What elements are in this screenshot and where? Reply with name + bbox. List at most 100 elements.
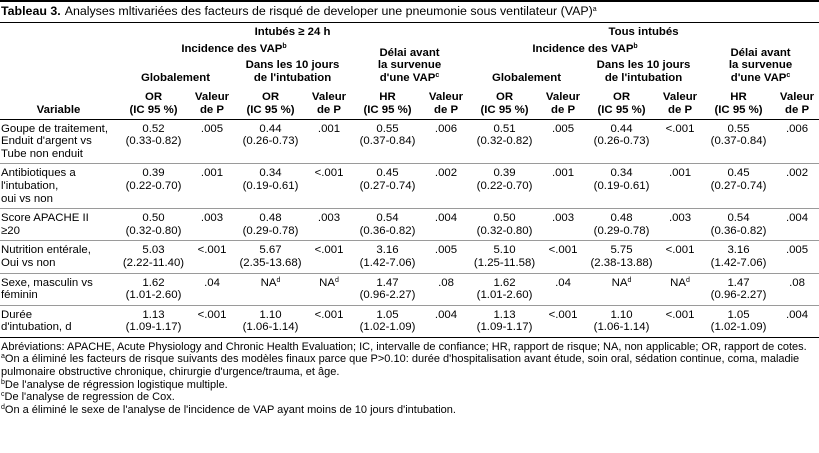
text-line: 0.50 <box>493 212 516 225</box>
text-line: 5.75 <box>610 244 633 257</box>
text-line: 3.16 <box>376 244 399 257</box>
value-cell: 1.10 (1.06-1.14) <box>234 305 307 338</box>
text-line: (1.01-2.60) <box>125 289 182 302</box>
column-header: Valeur de P <box>541 85 586 120</box>
value-cell: .003 <box>307 208 351 242</box>
text-line: Valeur <box>779 91 815 104</box>
text-line: de P <box>433 103 459 116</box>
footnote-text: De l'analyse de régression logistique mu… <box>4 378 228 391</box>
text-line: Tube non enduit <box>1 147 83 160</box>
text-line: .006 <box>434 122 458 135</box>
text-line: .004 <box>434 308 458 321</box>
value-cell: <.001 <box>658 305 703 338</box>
text-line: OR <box>261 91 280 104</box>
value-cell: 1.10 (1.06-1.14) <box>585 305 659 338</box>
value-cell: .004 <box>424 305 469 338</box>
value-cell: .006 <box>424 119 469 165</box>
text: NA <box>319 276 335 289</box>
value-cell: 5.10 (1.25-11.58) <box>468 240 542 274</box>
text-line: l'intubation, <box>1 179 59 192</box>
column-header: Valeur de P <box>775 85 819 120</box>
text-line: <.001 <box>197 308 227 321</box>
text-line: (0.37-0.84) <box>359 135 416 148</box>
subgroup-header: Incidence des VAPb <box>117 40 351 57</box>
text-line: .005 <box>551 122 575 135</box>
text-line: 1.62 <box>493 276 516 289</box>
text-line: 1.05 <box>376 308 399 321</box>
text-line: (1.06-1.14) <box>593 321 650 334</box>
text-line: <.001 <box>665 244 695 257</box>
text-line: Globalement <box>141 71 210 84</box>
group-header: Intubés ≥ 24 h <box>117 23 468 40</box>
column-header: Valeur de P <box>307 85 351 120</box>
superscript: c <box>1 391 5 399</box>
text-line: OR <box>495 91 514 104</box>
text-line: Sexe, masculin vs <box>1 276 93 289</box>
header-row: Globalement Dans les 10 jours de l'intubat… <box>0 56 819 85</box>
text-line: OR <box>612 91 631 104</box>
text-line: .005 <box>434 244 458 257</box>
value-cell: .005 <box>775 240 819 274</box>
text-line: .001 <box>668 167 692 180</box>
text-line: 1.13 <box>142 308 165 321</box>
text-line: (0.22-0.70) <box>476 179 533 192</box>
value-cell: .004 <box>424 208 469 242</box>
text-line: (IC 95 %) <box>714 103 763 116</box>
subgroup-header: Dans les 10 jours de l'intubation <box>585 56 702 85</box>
value-cell: .003 <box>190 208 234 242</box>
text-line: .005 <box>785 244 809 257</box>
text-line: (2.22-11.40) <box>122 256 185 269</box>
text: Incidence des VAP <box>532 42 634 55</box>
text-line: (0.32-0.80) <box>476 224 533 237</box>
text-line: (0.33-0.82) <box>125 135 182 148</box>
text-line: .003 <box>317 212 341 225</box>
value-cell: NAd <box>234 273 307 306</box>
value-cell: <.001 <box>658 240 703 274</box>
footnote: Abréviations: APACHE, Acute Physiology a… <box>1 341 819 354</box>
text-line: Antibiotiques a <box>1 167 76 180</box>
text-line: de P <box>551 103 576 116</box>
superscript: b <box>633 42 638 50</box>
header-row: Incidence des VAPb Délai avant la survenue… <box>0 40 819 84</box>
text-line: 0.34 <box>610 167 633 180</box>
text-line: Goupe de traitement, <box>1 122 109 135</box>
value-cell: 0.55 (0.37-0.84) <box>351 119 424 165</box>
value-cell: 1.13 (1.09-1.17) <box>117 305 190 338</box>
text: d'une VAP <box>379 71 436 84</box>
value-cell: 0.45 (0.27-0.74) <box>702 163 776 210</box>
text-line: NAd <box>234 277 307 290</box>
variable-cell: Antibiotiques a l'intubation, oui vs non <box>0 163 117 210</box>
text-line: la survenue <box>728 59 793 72</box>
footnote: bDe l'analyse de régression logistique m… <box>1 379 819 392</box>
text-line: (1.01-2.60) <box>476 289 533 302</box>
text-line: .002 <box>785 167 809 180</box>
text-line: 1.13 <box>493 308 516 321</box>
text-line: la survenue <box>377 59 442 72</box>
text-line: (0.27-0.74) <box>710 179 767 192</box>
text-line: (IC 95 %) <box>480 103 529 116</box>
footnote-text: On a éliminé le sexe de l'analyse de l'i… <box>4 403 456 416</box>
footnote-text: Abréviations: APACHE, Acute Physiology a… <box>1 340 807 353</box>
value-cell: .04 <box>190 273 234 306</box>
text-line: (1.09-1.17) <box>125 321 182 334</box>
text-line: 0.54 <box>727 212 750 225</box>
text-line: (0.37-0.84) <box>710 135 767 148</box>
text-line: (0.32-0.80) <box>125 224 182 237</box>
text-line: .002 <box>434 167 458 180</box>
superscript: d <box>685 276 690 284</box>
text-line: Intubés ≥ 24 h <box>254 26 331 38</box>
value-cell: .002 <box>775 163 819 210</box>
column-header: Variable <box>0 85 117 120</box>
value-cell: 0.45 (0.27-0.74) <box>351 163 424 210</box>
value-cell: 1.47 (0.96-2.27) <box>351 273 424 306</box>
text-line: Incidence des VAPb <box>468 43 702 56</box>
column-header: Valeur de P <box>190 85 234 120</box>
text-line: 1.10 <box>610 308 633 321</box>
text-line: de l'intubation <box>604 71 683 84</box>
text-line: (0.36-0.82) <box>359 224 416 237</box>
results-table: Intubés ≥ 24 h Tous intubés Incidence des … <box>0 23 819 338</box>
text-line: (0.26-0.73) <box>242 135 299 148</box>
value-cell: 0.54 (0.36-0.82) <box>702 208 776 242</box>
text-line: 1.10 <box>259 308 282 321</box>
column-header: OR (IC 95 %) <box>585 85 659 120</box>
